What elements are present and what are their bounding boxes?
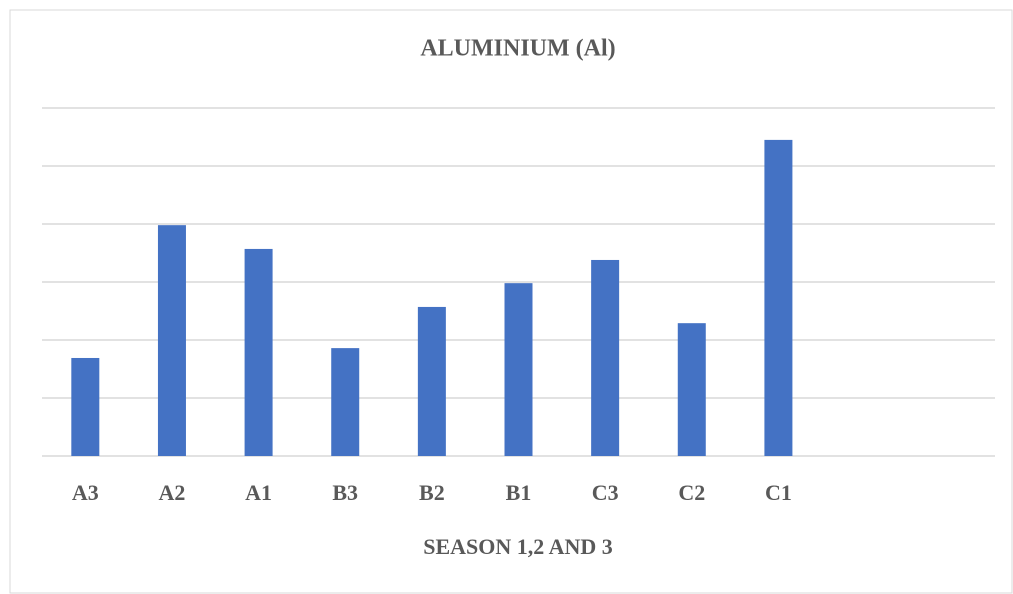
bar	[677, 323, 706, 456]
bar	[591, 259, 620, 456]
x-tick-label: A3	[72, 480, 99, 505]
x-tick-label: A2	[159, 480, 186, 505]
bar	[331, 348, 360, 456]
x-tick-label: C2	[678, 480, 705, 505]
x-tick-label: B1	[506, 480, 532, 505]
bar	[764, 139, 793, 456]
bar	[244, 248, 273, 456]
bar	[71, 357, 100, 456]
bar	[504, 283, 533, 456]
x-tick-label: C3	[592, 480, 619, 505]
chart-title: ALUMINIUM (Al)	[420, 36, 615, 62]
bar	[157, 225, 186, 456]
x-tick-label: A1	[245, 480, 272, 505]
x-tick-label: B3	[332, 480, 358, 505]
x-tick-label: B2	[419, 480, 445, 505]
x-tick-label: C1	[765, 480, 792, 505]
x-axis-title: SEASON 1,2 AND 3	[423, 534, 612, 559]
bar	[417, 306, 446, 456]
